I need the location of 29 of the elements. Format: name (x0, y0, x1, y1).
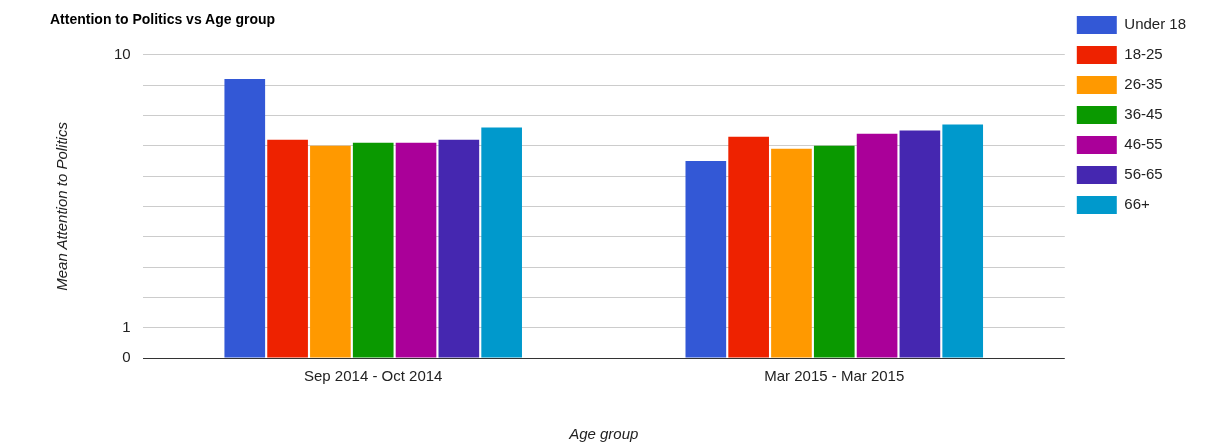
bar (224, 79, 266, 358)
y-tick-label: 10 (114, 44, 131, 62)
bar (438, 139, 480, 358)
legend-label: Under 18 (1124, 15, 1187, 33)
bar (352, 142, 394, 358)
bar (728, 136, 769, 358)
bar (771, 148, 812, 358)
y-tick-label: 1 (122, 317, 131, 335)
bar (685, 160, 727, 358)
legend-label: 18-25 (1124, 45, 1163, 63)
bar (267, 139, 308, 358)
bar (942, 124, 984, 358)
y-tick-label: 0 (122, 348, 131, 366)
x-tick-label: Mar 2015 - Mar 2015 (764, 367, 905, 385)
bar (481, 127, 522, 358)
legend-label: 26-35 (1124, 75, 1163, 93)
legend-label: 36-45 (1124, 105, 1163, 123)
x-axis-title: Age group (568, 425, 639, 443)
bar (856, 133, 898, 358)
bar (395, 142, 437, 358)
bar (310, 145, 351, 358)
x-tick-label: Sep 2014 - Oct 2014 (303, 367, 443, 385)
legend-label: 46-55 (1124, 135, 1163, 153)
chart-title: Attention to Politics vs Age group (50, 11, 276, 28)
legend-label: 56-65 (1124, 165, 1163, 183)
legend-label: 66+ (1124, 195, 1150, 213)
bar (813, 145, 855, 358)
y-axis-title: Mean Attention to Politics (53, 121, 71, 291)
bar (899, 130, 941, 358)
